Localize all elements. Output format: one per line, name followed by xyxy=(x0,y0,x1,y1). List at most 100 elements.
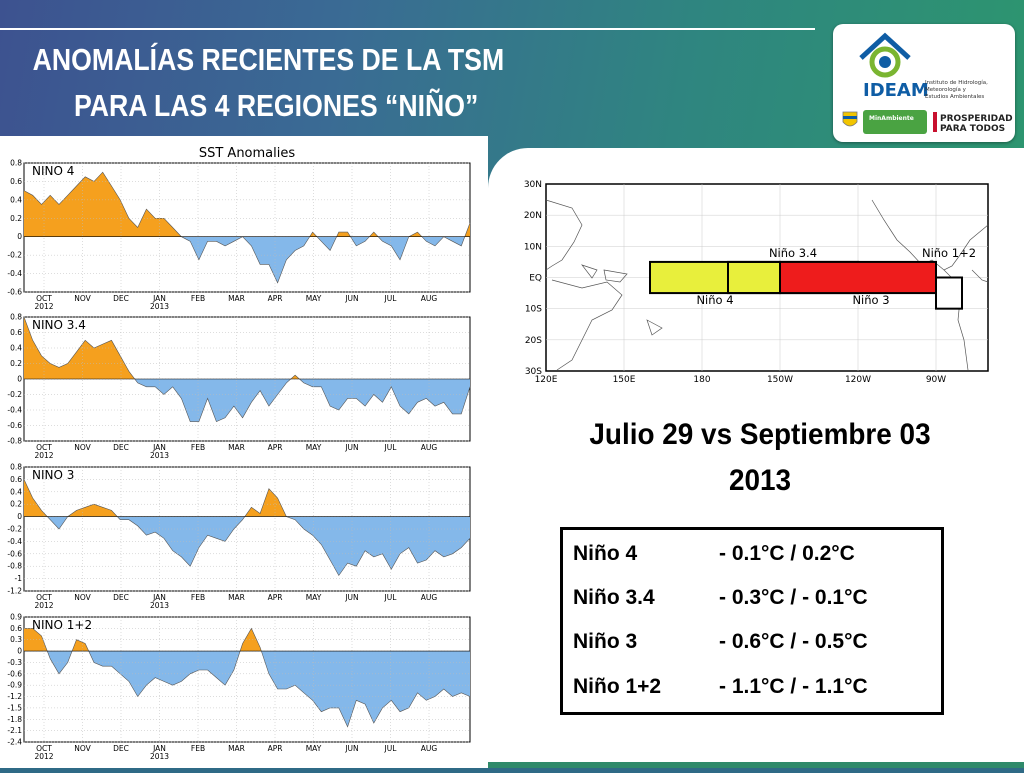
comparison-heading-line-2: 2013 xyxy=(728,464,792,497)
coastline xyxy=(871,199,989,271)
x-tick-label: DEC xyxy=(113,294,129,303)
positive-anomaly-area xyxy=(24,479,287,517)
coastline xyxy=(581,264,598,279)
x-tick-label: JUL xyxy=(384,593,398,602)
x-tick-label: DEC xyxy=(113,593,129,602)
comparison-heading-line-1: Julio 29 vs Septiembre 03 xyxy=(589,418,931,451)
y-tick-label: -1 xyxy=(15,574,23,583)
y-tick-label: -0.4 xyxy=(7,269,22,278)
negative-anomaly-area xyxy=(47,516,470,576)
map-lon-label: 180 xyxy=(693,375,710,385)
y-tick-label: 0.2 xyxy=(10,214,22,223)
table-region: Niño 3 xyxy=(573,630,638,653)
y-tick-label: 0 xyxy=(17,647,22,656)
x-tick-label: JAN xyxy=(152,744,166,753)
x-tick-label: AUG xyxy=(421,593,438,602)
x-year-label: 2012 xyxy=(34,302,53,311)
table-values: - 1.1°C / - 1.1°C xyxy=(719,675,868,698)
x-tick-label: MAY xyxy=(306,744,322,753)
x-year-label: 2013 xyxy=(150,302,169,311)
map-lat-label: 20S xyxy=(525,336,542,346)
y-tick-label: 0.3 xyxy=(10,635,22,644)
positive-anomaly-area xyxy=(24,172,470,237)
x-tick-label: AUG xyxy=(421,744,438,753)
sst-anomaly-svg: SST Anomalies 0.8 0.6 0.4 0.2 0 -0.2 -0.4 -0.6 O… xyxy=(7,146,471,761)
y-tick-label: 0 xyxy=(17,232,22,241)
panel-region-label: NINO 3 xyxy=(32,468,74,482)
table-values: - 0.6°C / - 0.5°C xyxy=(719,630,868,653)
x-year-label: 2012 xyxy=(34,451,53,460)
y-tick-label: 0.2 xyxy=(10,359,22,368)
table-region: Niño 3.4 xyxy=(573,586,655,609)
y-tick-label: -1.2 xyxy=(7,692,22,701)
y-tick-label: -0.6 xyxy=(7,421,22,430)
map-lon-label: 150E xyxy=(613,375,636,385)
x-tick-label: APR xyxy=(268,443,283,452)
y-tick-label: 0.6 xyxy=(10,475,22,484)
y-tick-label: 0 xyxy=(17,512,22,521)
y-tick-label: 0.6 xyxy=(10,328,22,337)
colombia-shield-icon xyxy=(842,111,858,127)
map-lon-label: 90W xyxy=(926,375,946,385)
y-tick-label: 0.4 xyxy=(10,487,22,496)
x-tick-label: APR xyxy=(268,294,283,303)
sst-panel: 0.9 0.6 0.3 0 -0.3 -0.6 -0.9 -1.2 -1.5 -1.8 -2.1 -2… xyxy=(7,613,471,761)
ideam-logo: IDEAM Instituto de Hidrología, Meteorolo… xyxy=(833,24,1015,142)
x-year-label: 2012 xyxy=(34,601,53,610)
panel-region-label: NINO 3.4 xyxy=(32,318,86,332)
y-tick-label: -1.8 xyxy=(7,715,22,724)
x-tick-label: MAR xyxy=(228,593,245,602)
positive-anomaly-area xyxy=(24,628,262,652)
y-tick-label: 0.2 xyxy=(10,500,22,509)
y-tick-label: -0.6 xyxy=(7,669,22,678)
y-tick-label: -0.4 xyxy=(7,537,22,546)
chart-title: SST Anomalies xyxy=(199,146,296,161)
y-tick-label: 0.6 xyxy=(10,624,22,633)
y-tick-label: -0.6 xyxy=(7,549,22,558)
y-tick-label: -2.4 xyxy=(7,738,22,747)
y-tick-label: 0.8 xyxy=(10,313,22,322)
y-tick-label: -0.2 xyxy=(7,390,22,399)
x-tick-label: JUL xyxy=(384,294,398,303)
y-tick-label: -0.9 xyxy=(7,681,22,690)
table-region: Niño 1+2 xyxy=(573,675,662,698)
anomaly-line xyxy=(24,627,471,728)
y-tick-label: 0.9 xyxy=(10,613,22,622)
y-tick-label: -1.5 xyxy=(7,703,22,712)
map-region-label: Niño 4 xyxy=(696,293,733,307)
map-lat-label: 10N xyxy=(524,242,542,252)
x-tick-label: MAR xyxy=(228,294,245,303)
y-tick-label: -0.2 xyxy=(7,251,22,260)
anomaly-comparison-table: Niño 4 - 0.1°C / 0.2°C Niño 3.4 - 0.3°C … xyxy=(560,527,944,715)
ideam-tagline-2: Meteorología y xyxy=(925,86,967,93)
coastline xyxy=(646,319,663,336)
map-lon-label: 150W xyxy=(767,375,793,385)
x-year-label: 2013 xyxy=(150,451,169,460)
y-tick-label: 0.4 xyxy=(10,195,22,204)
y-tick-label: -0.3 xyxy=(7,658,22,667)
anomaly-line xyxy=(23,479,471,577)
x-tick-label: JAN xyxy=(152,593,166,602)
map-lon-label: 120E xyxy=(535,375,558,385)
x-tick-label: JUN xyxy=(344,593,358,602)
x-year-label: 2012 xyxy=(34,752,53,761)
nino-4-region xyxy=(649,260,781,295)
x-tick-label: JAN xyxy=(152,443,166,452)
x-tick-label: AUG xyxy=(421,443,438,452)
coastline xyxy=(603,269,628,283)
y-tick-label: 0.8 xyxy=(10,463,22,472)
x-tick-label: AUG xyxy=(421,294,438,303)
y-tick-label: -0.8 xyxy=(7,562,22,571)
y-tick-label: 0.4 xyxy=(10,344,22,353)
map-region-label: Niño 3 xyxy=(852,293,889,307)
x-tick-label: JUN xyxy=(344,744,358,753)
x-tick-label: OCT xyxy=(36,744,52,753)
x-tick-label: NOV xyxy=(74,744,91,753)
x-tick-label: JUN xyxy=(344,294,358,303)
x-tick-label: NOV xyxy=(74,294,91,303)
x-tick-label: NOV xyxy=(74,443,91,452)
y-tick-label: -0.4 xyxy=(7,406,22,415)
prosperidad-line-2: PARA TODOS xyxy=(940,124,1005,134)
x-tick-label: APR xyxy=(268,593,283,602)
